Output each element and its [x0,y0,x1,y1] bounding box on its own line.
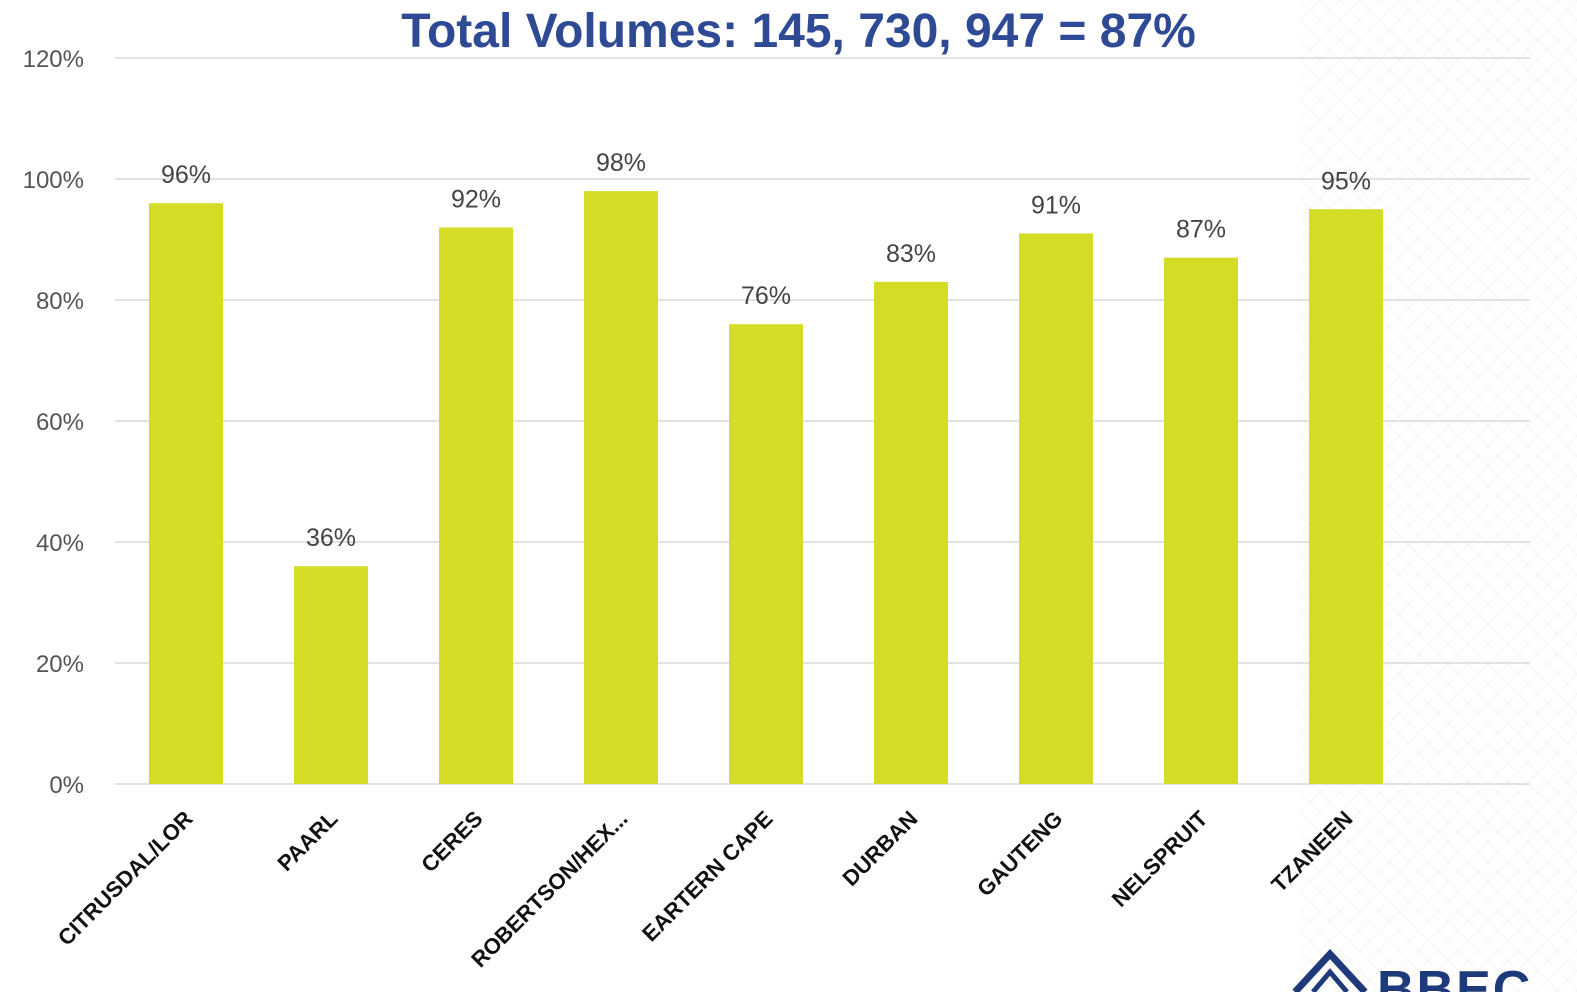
bar [294,566,368,784]
x-tick-label: DURBAN [837,806,922,891]
x-tick-label: CITRUSDAL/LOR [53,806,198,951]
data-labels: 96% 36% 92% 98% 76% 83% 91% 87% 95% [161,149,1371,552]
data-label: 91% [1031,191,1081,219]
data-label: 95% [1321,167,1371,195]
x-tick-label: PAARL [272,806,342,876]
logo-icon [1292,948,1368,992]
bar [149,203,223,784]
data-label: 87% [1176,216,1226,244]
data-label: 76% [741,282,791,310]
data-label: 36% [306,524,356,552]
y-axis-labels: 0% 20% 40% 60% 80% 100% 120% [23,46,84,799]
y-tick-label: 20% [36,651,84,678]
x-tick-label: GAUTENG [972,806,1067,901]
y-tick-label: 100% [23,167,84,194]
x-tick-label: ROBERTSON/HEX... [466,806,632,972]
x-tick-label: TZANEEN [1266,806,1357,897]
y-tick-label: 120% [23,46,84,73]
y-tick-label: 60% [36,409,84,436]
logo-text: BBEC [1377,961,1533,992]
chart-title: Total Volumes: 145, 730, 947 = 87% [401,5,1196,58]
x-tick-label: NELSPRUIT [1107,805,1213,911]
y-tick-label: 80% [36,288,84,315]
data-label: 96% [161,161,211,189]
bar [439,227,513,784]
bar [584,191,658,785]
bar [1019,233,1093,784]
bar [874,281,948,784]
bar [1309,209,1383,784]
y-tick-label: 40% [36,530,84,557]
data-label: 98% [596,149,646,177]
y-tick-label: 0% [49,772,84,799]
data-label: 83% [886,240,936,268]
bar [729,324,803,784]
bar [1164,257,1238,784]
x-tick-label: CERES [416,806,487,877]
data-label: 92% [451,185,501,213]
bars [149,191,1383,785]
company-logo: BBEC [1285,948,1577,992]
x-tick-label: EARTERN CAPE [637,806,777,946]
